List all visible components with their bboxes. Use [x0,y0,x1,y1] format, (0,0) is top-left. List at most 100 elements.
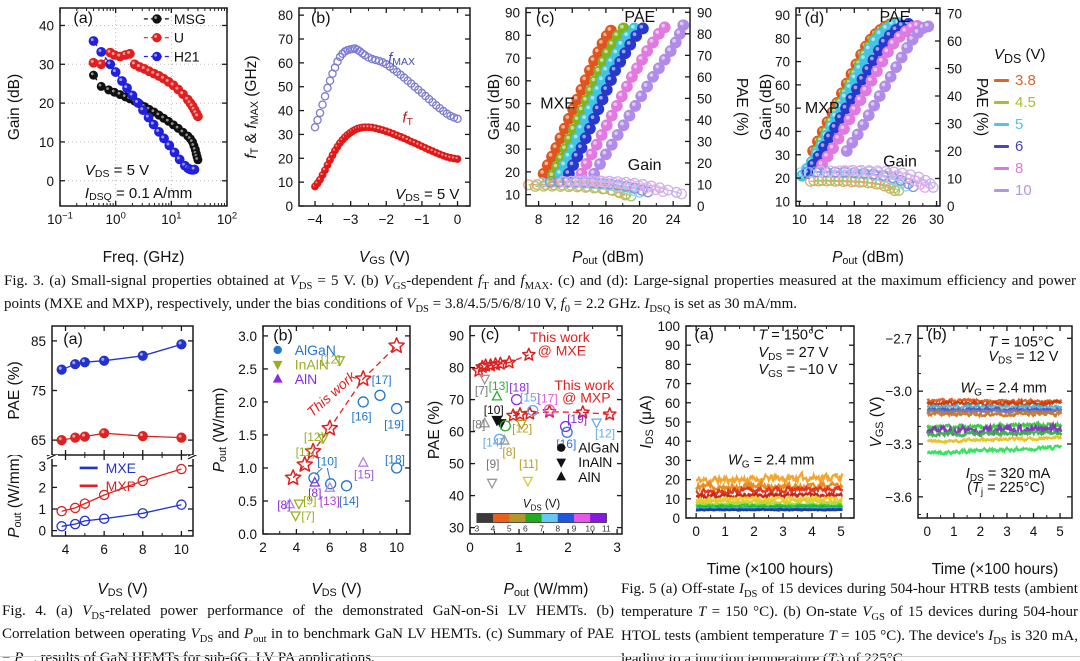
svg-text:3: 3 [1003,524,1011,539]
svg-text:70: 70 [278,32,293,47]
svg-text:[19]: [19] [567,412,587,426]
svg-text:26: 26 [902,212,917,227]
svg-text:0: 0 [466,540,474,555]
legend-label: 8 [1015,160,1024,177]
svg-text:0: 0 [924,524,932,539]
svg-text:[9]: [9] [486,457,499,471]
svg-text:60: 60 [665,395,680,410]
svg-text:0: 0 [672,511,680,526]
svg-text:1.5: 1.5 [238,427,257,442]
legend-color-dash [994,167,1009,170]
svg-text:IDS = 320 mA: IDS = 320 mA [966,466,1051,483]
svg-text:1: 1 [721,524,729,539]
svg-text:[11]: [11] [519,457,538,471]
svg-text:101: 101 [161,209,181,227]
svg-text:(b): (b) [311,9,331,26]
svg-text:8: 8 [535,212,543,227]
svg-text:16: 16 [598,212,613,227]
svg-text:VDS = 5 V: VDS = 5 V [395,186,459,205]
svg-text:This work: This work [530,329,591,345]
svg-text:[10]: [10] [484,403,504,417]
svg-text:VDS = 5 V: VDS = 5 V [85,161,149,180]
svg-text:[8]: [8] [502,445,515,459]
svg-text:50: 50 [505,96,520,111]
svg-text:70: 70 [697,48,712,63]
svg-text:(a): (a) [63,330,83,347]
svg-text:3: 3 [779,524,787,539]
svg-text:H21: H21 [174,49,200,65]
svg-text:3: 3 [474,524,479,534]
svg-text:[17]: [17] [372,373,392,387]
svg-text:10: 10 [585,524,595,534]
vds-legend-item: 6 [994,138,1080,155]
svg-text:2: 2 [750,524,758,539]
legend-label: 6 [1015,138,1024,155]
svg-text:24: 24 [666,212,682,227]
svg-text:[15]: [15] [520,391,540,405]
svg-text:20: 20 [39,96,54,111]
svg-text:5: 5 [837,524,845,539]
vds-legend: VDS (V) 3.8 4.5 5 6 8 10 [994,46,1080,204]
svg-text:50: 50 [947,61,962,76]
svg-text:30: 30 [665,453,680,468]
svg-text:AlGaN: AlGaN [295,342,336,358]
svg-text:40: 40 [947,89,962,104]
svg-text:10: 10 [389,540,404,555]
svg-text:(a): (a) [694,326,714,343]
svg-text:80: 80 [697,26,712,41]
svg-text:[13]: [13] [489,379,509,393]
fig3-caption: Fig. 3. (a) Small-signal properties obta… [4,273,1076,316]
svg-text:MXP: MXP [805,100,840,117]
svg-text:Freq. (GHz): Freq. (GHz) [103,249,185,266]
svg-text:PAE: PAE [624,8,655,25]
svg-text:60: 60 [697,69,712,84]
svg-text:−2: −2 [379,212,394,227]
svg-text:30: 30 [505,142,520,157]
svg-text:5: 5 [1056,524,1064,539]
svg-text:4: 4 [1030,524,1038,539]
svg-text:6: 6 [100,542,108,557]
svg-text:−1: −1 [414,212,429,227]
svg-text:0: 0 [38,523,46,538]
svg-text:30: 30 [775,147,790,162]
svg-text:Pout (W/mm): Pout (W/mm) [504,581,589,600]
svg-text:PAE (%): PAE (%) [426,401,443,459]
svg-text:0: 0 [46,173,54,188]
svg-text:[7]: [7] [475,384,488,398]
svg-text:40: 40 [278,103,293,118]
svg-text:[14]: [14] [483,435,503,449]
fig3d-mxp-large-signal-chart: 10 14 18 22 26 30 10 20 30 40 50 60 70 80 90 0 10 20 30 40 5… [752,0,992,268]
svg-text:40: 40 [449,488,464,503]
svg-text:T = 105°C: T = 105°C [988,335,1054,351]
svg-text:@ MXE: @ MXE [538,343,586,359]
svg-text:30: 30 [947,116,962,131]
svg-text:[12]: [12] [512,421,532,435]
svg-text:2.5: 2.5 [238,361,257,376]
svg-text:4: 4 [491,524,496,534]
svg-text:fT: fT [402,109,413,128]
fig3a-small-signal-gain-chart: 10−1 100 101 102 0 10 20 30 40 Freq. (GHz) Gain (d… [0,0,237,268]
legend-label: 10 [1015,182,1032,199]
svg-text:4: 4 [808,524,816,539]
svg-text:12: 12 [565,212,580,227]
svg-text:90: 90 [505,5,520,20]
svg-text:60: 60 [775,77,790,92]
svg-text:40: 40 [697,112,712,127]
svg-text:3: 3 [38,458,46,473]
svg-text:18: 18 [847,212,862,227]
svg-text:[12]: [12] [321,353,341,367]
svg-text:Gain (dB): Gain (dB) [6,74,23,140]
svg-text:40: 40 [665,434,680,449]
svg-text:20: 20 [665,472,680,487]
svg-text:100: 100 [106,209,126,227]
svg-text:2: 2 [564,540,572,555]
svg-text:−3.0: −3.0 [885,384,912,399]
svg-text:[13]: [13] [320,494,340,508]
vds-legend-item: 8 [994,160,1080,177]
svg-text:−4: −4 [307,212,323,227]
legend-color-dash [994,79,1009,82]
svg-text:10: 10 [775,194,790,209]
legend-color-dash [994,123,1009,126]
svg-text:0: 0 [454,212,462,227]
svg-text:3: 3 [613,540,621,555]
